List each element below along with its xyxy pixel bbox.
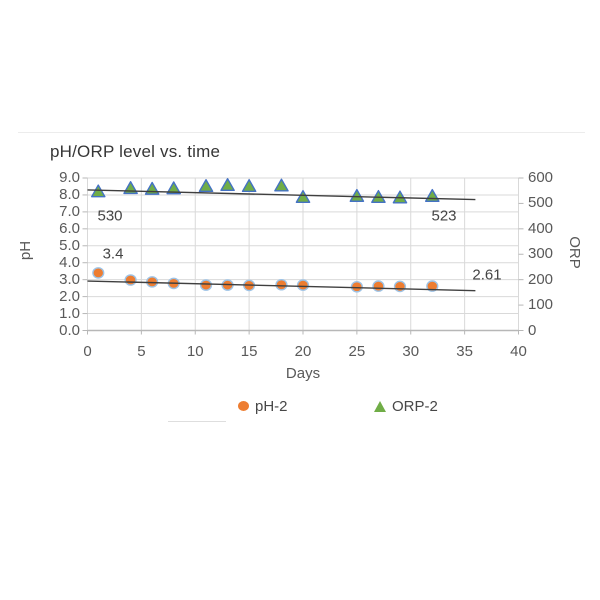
data-point-ph-2 [393, 280, 407, 293]
legend-faint-line [168, 421, 226, 422]
trendline-orp-2 [87, 189, 476, 201]
y-axis-left-tick-label: 0.0 [59, 321, 80, 339]
data-point-ph-2 [426, 280, 439, 292]
data-point-orp-2 [198, 179, 214, 193]
y-axis-right-tick-label: 600 [528, 169, 554, 186]
legend-label-ph-2: pH-2 [255, 397, 288, 415]
data-point-ph-2 [372, 280, 385, 292]
x-axis-tick-label: 5 [137, 343, 146, 360]
legend: pH-2 ORP-2 [0, 396, 600, 420]
x-axis-tick-label: 40 [510, 343, 527, 360]
y-axis-right-tick-label: 400 [528, 219, 554, 237]
legend-entry-orp-2: ORP-2 [374, 396, 438, 416]
y-axis-right-tick-label: 0 [528, 321, 537, 339]
y-axis-left-tick-label: 7.0 [59, 202, 80, 220]
y-axis-left-tick-label: 4.0 [59, 253, 80, 271]
y-axis-left-tick-label: 1.0 [59, 304, 80, 322]
y-axis-left-tick-label: 9.0 [59, 169, 80, 186]
x-axis-tick-label: 20 [294, 343, 312, 360]
data-point-orp-2 [241, 179, 257, 193]
triangle-marker-icon [374, 400, 386, 412]
annotation-ph-start: 3.4 [102, 245, 124, 263]
x-axis-tick-label: 35 [456, 343, 473, 360]
y-axis-left-tick-label: 8.0 [59, 185, 80, 203]
x-axis-tick-label: 10 [186, 343, 204, 360]
data-point-ph-2 [296, 279, 310, 291]
y-axis-title-ph: pH [17, 240, 35, 261]
legend-label-orp-2: ORP-2 [392, 397, 438, 415]
y-axis-title-orp: ORP [565, 236, 583, 269]
data-point-ph-2 [92, 267, 105, 279]
annotation-orp-end: 523 [431, 207, 457, 225]
data-point-ph-2 [350, 280, 363, 293]
data-point-orp-2 [295, 189, 311, 203]
legend-entry-ph-2: pH-2 [238, 396, 288, 416]
top-divider-line [18, 132, 585, 133]
y-axis-left-tick-label: 3.0 [59, 270, 80, 288]
x-axis-tick-label: 15 [240, 343, 258, 360]
x-axis-title-days: Days [285, 365, 321, 382]
data-point-ph-2 [124, 274, 137, 286]
y-axis-right-tick-label: 300 [528, 245, 554, 263]
data-point-orp-2 [425, 188, 440, 202]
x-axis-tick-label: 30 [402, 343, 420, 360]
y-axis-right-tick-label: 500 [528, 194, 554, 212]
data-point-orp-2 [349, 188, 365, 202]
data-point-orp-2 [166, 181, 182, 195]
circle-marker-icon [238, 401, 249, 411]
y-axis-left-tick-label: 2.0 [59, 287, 80, 305]
annotation-ph-end: 2.61 [472, 266, 502, 284]
data-point-orp-2 [220, 178, 235, 192]
y-axis-left-tick-label: 5.0 [59, 236, 80, 254]
annotation-orp-start: 530 [97, 207, 123, 225]
data-point-orp-2 [144, 181, 160, 195]
data-point-ph-2 [199, 279, 213, 291]
data-point-orp-2 [274, 178, 289, 192]
trendline-ph-2 [87, 280, 476, 292]
y-axis-right-tick-label: 200 [528, 270, 554, 288]
data-point-ph-2 [275, 278, 288, 291]
x-axis-tick-label: 0 [83, 343, 92, 360]
y-axis-right-tick-label: 100 [528, 296, 554, 314]
chart-title: pH/ORP level vs. time [50, 142, 221, 161]
y-axis-left-tick-label: 6.0 [59, 219, 80, 237]
x-axis-tick-label: 25 [348, 343, 366, 360]
